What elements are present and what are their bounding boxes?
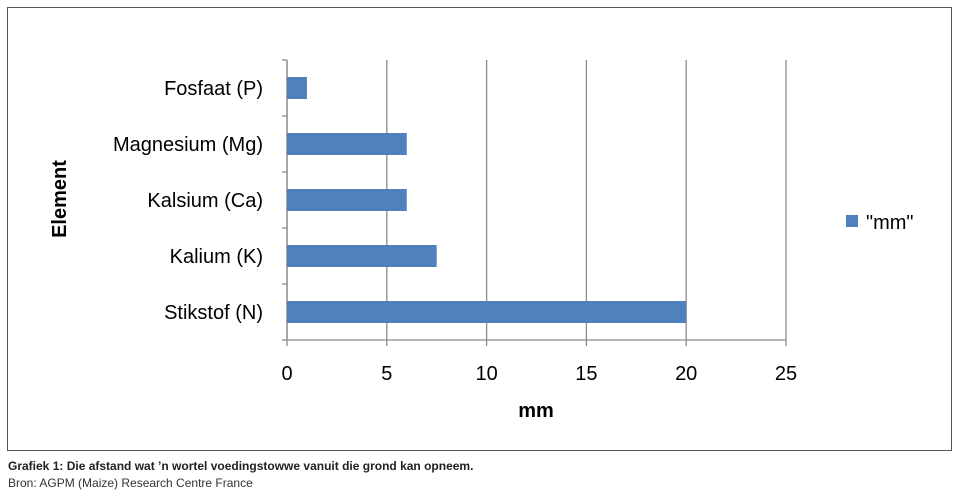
bar [287, 245, 437, 267]
bar [287, 189, 407, 211]
x-tick-label: 5 [381, 363, 392, 385]
bar [287, 133, 407, 155]
legend-label: "mm" [866, 212, 914, 234]
figure-source: Bron: AGPM (Maize) Research Centre Franc… [8, 476, 253, 490]
legend-swatch [846, 215, 858, 227]
x-tick-label: 0 [281, 363, 292, 385]
figure-caption: Grafiek 1: Die afstand wat ’n wortel voe… [8, 459, 474, 473]
legend: "mm" [846, 212, 914, 234]
x-axis-title: mm [518, 400, 554, 422]
bar [287, 301, 687, 323]
x-tick-label: 25 [775, 363, 797, 385]
y-tick-label: Kalium (K) [170, 246, 263, 268]
x-tick-label: 20 [675, 363, 697, 385]
x-tick-label: 15 [575, 363, 597, 385]
chart-frame [7, 7, 952, 451]
x-tick-label: 10 [475, 363, 497, 385]
y-tick-label: Stikstof (N) [164, 302, 263, 324]
y-tick-label: Magnesium (Mg) [113, 134, 263, 156]
y-tick-label: Fosfaat (P) [164, 78, 263, 100]
y-axis-title: Element [49, 160, 71, 238]
y-tick-label: Kalsium (Ca) [147, 190, 263, 212]
bar [287, 77, 307, 99]
